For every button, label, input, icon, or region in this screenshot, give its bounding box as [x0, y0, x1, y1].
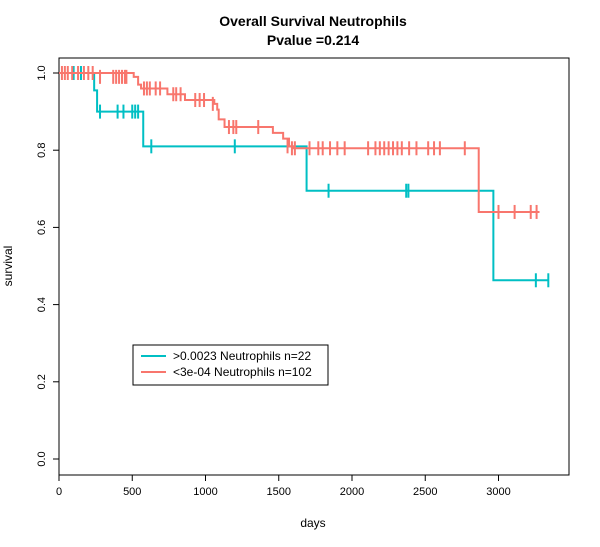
y-tick-label: 0.4	[36, 297, 48, 312]
x-axis-label: days	[300, 516, 325, 530]
series-0	[59, 66, 550, 288]
x-tick-label: 1500	[267, 486, 291, 498]
legend-label-high: >0.0023 Neutrophils n=22	[173, 349, 311, 363]
survival-curve	[59, 72, 549, 282]
y-tick-label: 0.8	[36, 143, 48, 158]
x-axis: 0 500 1000 1500 2000 2500 3000	[56, 475, 511, 498]
y-tick-label: 0.2	[36, 374, 48, 389]
series-1	[59, 66, 540, 219]
y-tick-label: 1.0	[36, 65, 48, 80]
legend-label-low: <3e-04 Neutrophils n=102	[173, 365, 312, 379]
chart-subtitle: Pvalue =0.214	[267, 32, 359, 48]
y-tick-label: 0.6	[36, 220, 48, 235]
legend-box	[132, 344, 329, 386]
x-tick-label: 0	[56, 486, 62, 498]
y-axis-label: survival	[1, 246, 15, 287]
x-tick-label: 3000	[486, 486, 510, 498]
x-tick-label: 1000	[193, 486, 217, 498]
chart-title: Overall Survival Neutrophils	[219, 13, 407, 29]
x-tick-label: 500	[123, 486, 141, 498]
plot-series	[59, 66, 550, 288]
survival-curve	[59, 72, 540, 213]
y-axis: 0.0 0.2 0.4 0.6 0.8 1.0	[36, 65, 59, 467]
plot-frame	[58, 57, 570, 476]
x-tick-label: 2000	[340, 486, 364, 498]
legend: >0.0023 Neutrophils n=22 <3e-04 Neutroph…	[132, 344, 329, 386]
y-tick-label: 0.0	[36, 451, 48, 466]
x-tick-label: 2500	[413, 486, 437, 498]
